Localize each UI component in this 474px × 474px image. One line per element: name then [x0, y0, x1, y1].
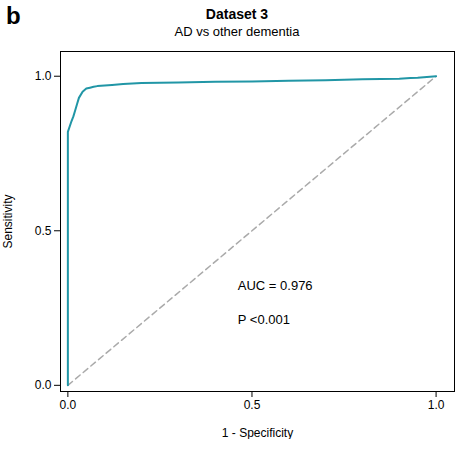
svg-text:AUC = 0.976: AUC = 0.976: [238, 278, 313, 293]
html-text:Dataset 3: Dataset 3: [205, 6, 269, 22]
svg-text:0.0: 0.0: [35, 378, 52, 392]
svg-text:P <0.001: P <0.001: [238, 312, 290, 327]
html-text:AD vs other dementia: AD vs other dementia: [174, 24, 300, 39]
svg-text:1.0: 1.0: [428, 398, 445, 412]
svg-text:0.5: 0.5: [244, 398, 261, 412]
svg-text:1.0: 1.0: [35, 69, 52, 83]
svg-text:1 - Specificity: 1 - Specificity: [222, 426, 293, 440]
html-text:b: b: [6, 2, 21, 29]
svg-text:0.5: 0.5: [35, 224, 52, 238]
svg-text:0.0: 0.0: [60, 398, 77, 412]
svg-text:Sensitivity: Sensitivity: [1, 194, 15, 248]
